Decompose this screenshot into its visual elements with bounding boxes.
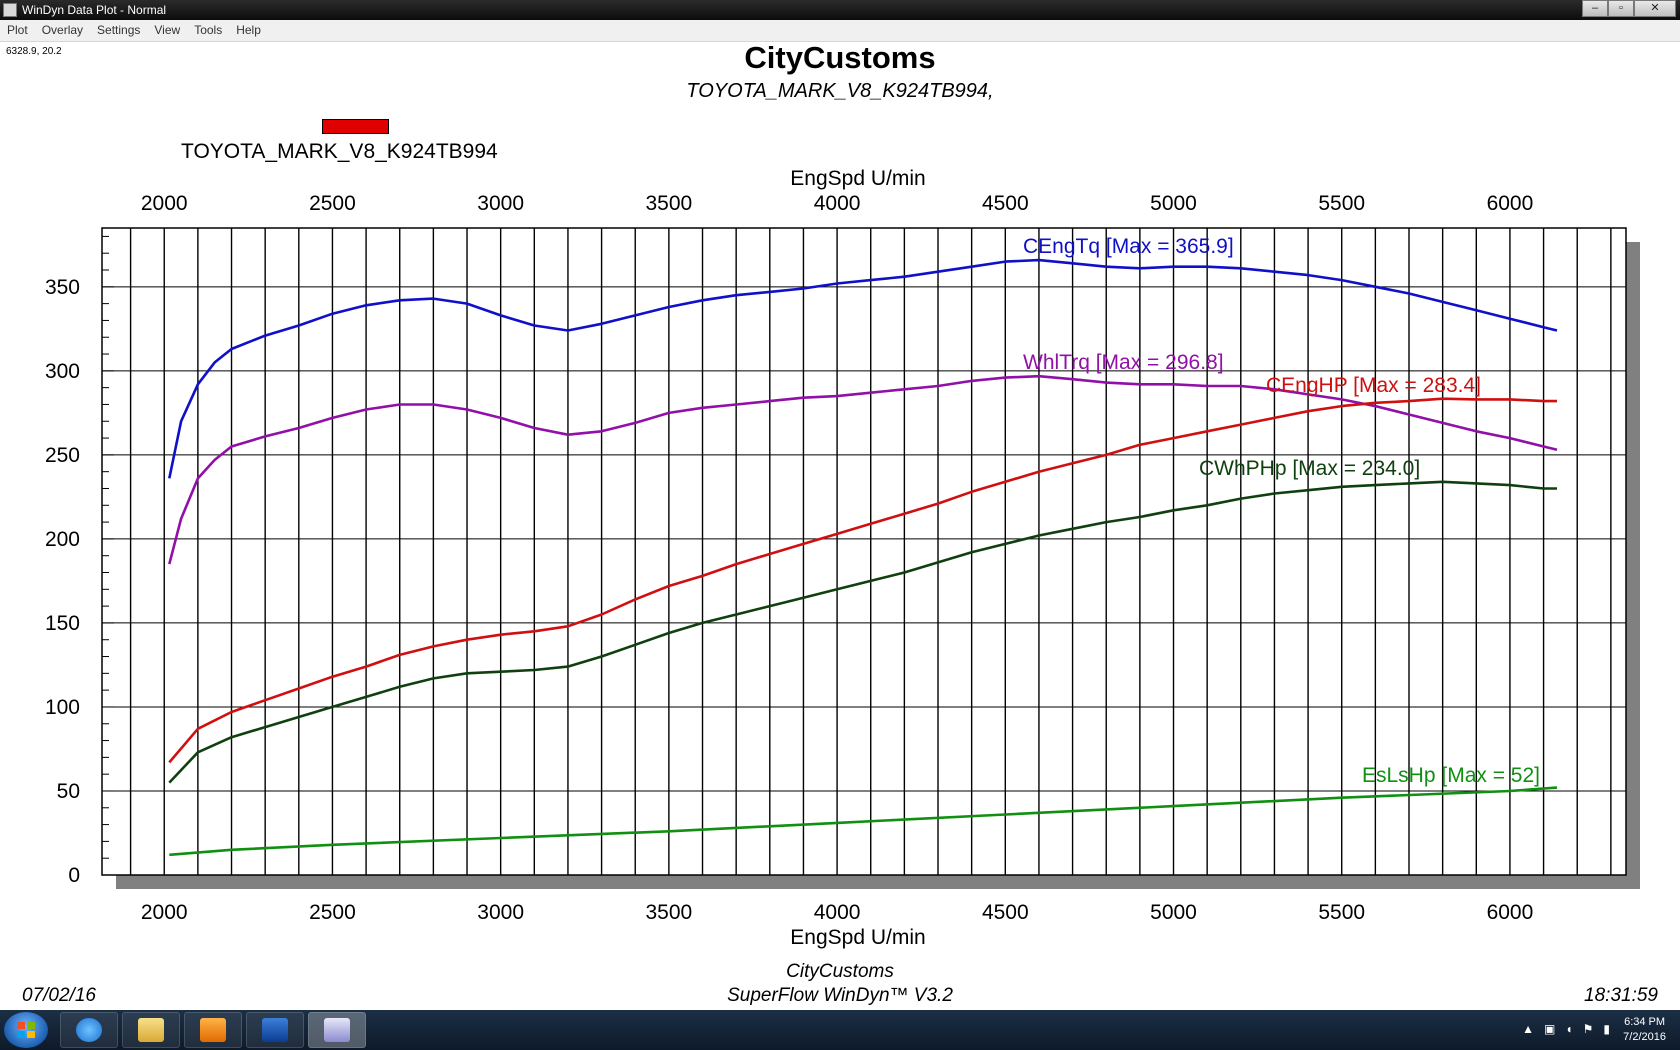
x-tick-label-top: 2000	[141, 192, 188, 215]
x-tick-label-top: 6000	[1487, 192, 1534, 215]
menu-tools[interactable]: Tools	[194, 23, 223, 37]
series-line	[168, 480, 1557, 784]
x-tick-label-top: 3000	[477, 192, 524, 215]
menu-overlay[interactable]: Overlay	[41, 23, 84, 37]
folder-icon	[138, 1018, 164, 1042]
x-tick-label-bottom: 4000	[814, 901, 861, 924]
media-player-icon	[200, 1018, 226, 1042]
x-tick-label-top: 5500	[1318, 192, 1365, 215]
tray-expand-icon[interactable]: ▲	[1522, 1022, 1535, 1036]
plot-subtitle: TOYOTA_MARK_V8_K924TB994,	[686, 80, 994, 102]
x-tick-label-bottom: 4500	[982, 901, 1029, 924]
footer-company: CityCustoms	[786, 961, 894, 982]
system-tray: ▲ ▣ ◖ ⚑ ▮	[1522, 1022, 1610, 1036]
y-tick-label: 150	[45, 612, 80, 635]
taskbar-ie[interactable]	[60, 1012, 118, 1048]
windyn-icon	[324, 1018, 350, 1042]
plot-title: CityCustoms	[744, 40, 936, 75]
minimize-button[interactable]: –	[1582, 0, 1608, 17]
x-tick-label-bottom: 2500	[309, 901, 356, 924]
volume-icon[interactable]: ◖	[1565, 1022, 1573, 1036]
x-axis-label: EngSpd U/min	[790, 926, 925, 949]
internet-explorer-icon	[76, 1018, 102, 1042]
superflow-icon	[262, 1018, 288, 1042]
menu-help[interactable]: Help	[236, 23, 261, 37]
network-icon[interactable]: ▣	[1544, 1022, 1556, 1036]
series-line	[168, 397, 1557, 764]
series-line	[169, 786, 1558, 857]
app-icon[interactable]	[3, 3, 17, 17]
dyno-chart[interactable]: 0 50 100 150 200 250 300 350 2000 2000 2500 2500 300…	[0, 0, 1680, 1010]
x-tick-label-bottom: 5000	[1150, 901, 1197, 924]
title-bar: WinDyn Data Plot - Normal – ▫ ✕	[0, 0, 1680, 20]
series-label: CEngHP [Max = 283.4]	[1266, 374, 1481, 397]
x-tick-label-top: 4500	[982, 192, 1029, 215]
y-tick-label: 350	[45, 276, 80, 299]
x-tick-label-top: 2500	[309, 192, 356, 215]
close-button[interactable]: ✕	[1634, 0, 1676, 17]
legend-swatch	[322, 119, 389, 134]
series-label: EsLsHp [Max = 52]	[1362, 764, 1540, 787]
cursor-readout: 6328.9, 20.2	[6, 46, 62, 57]
x-axis-label-top: EngSpd U/min	[790, 167, 925, 190]
series-label: CEngTq [Max = 365.9]	[1023, 235, 1234, 258]
x-tick-label-bottom: 3000	[477, 901, 524, 924]
series-label: CWhPHp [Max = 234.0]	[1199, 457, 1420, 480]
taskbar: ▲ ▣ ◖ ⚑ ▮ 6:34 PM 7/2/2016	[0, 1010, 1680, 1050]
taskbar-explorer[interactable]	[122, 1012, 180, 1048]
taskbar-superflow[interactable]	[246, 1012, 304, 1048]
taskbar-clock[interactable]: 6:34 PM 7/2/2016	[1623, 1015, 1666, 1045]
x-tick-label-bottom: 3500	[646, 901, 693, 924]
series-line	[168, 374, 1558, 565]
y-tick-label: 100	[45, 696, 80, 719]
clock-date: 7/2/2016	[1623, 1031, 1666, 1043]
window-controls: – ▫ ✕	[1582, 0, 1676, 18]
taskbar-windyn[interactable]	[308, 1012, 366, 1048]
x-tick-label-top: 4000	[814, 192, 861, 215]
legend-label: TOYOTA_MARK_V8_K924TB994	[181, 140, 498, 163]
x-tick-label-bottom: 2000	[141, 901, 188, 924]
y-tick-label: 300	[45, 360, 80, 383]
start-button[interactable]	[4, 1012, 48, 1048]
y-tick-label: 50	[57, 780, 80, 803]
footer-time: 18:31:59	[1584, 985, 1658, 1006]
x-tick-label-top: 5000	[1150, 192, 1197, 215]
menu-settings[interactable]: Settings	[97, 23, 141, 37]
series-line	[168, 258, 1558, 479]
maximize-button[interactable]: ▫	[1608, 0, 1634, 17]
menu-view[interactable]: View	[154, 23, 181, 37]
window-title: WinDyn Data Plot - Normal	[22, 3, 167, 17]
y-tick-label: 250	[45, 444, 80, 467]
menu-bar: Plot Overlay Settings View Tools Help	[0, 20, 1680, 42]
y-tick-label: 0	[68, 864, 80, 887]
power-icon[interactable]: ▮	[1603, 1022, 1610, 1036]
menu-plot[interactable]: Plot	[7, 23, 28, 37]
footer-software: SuperFlow WinDyn™ V3.2	[727, 985, 953, 1006]
x-tick-label-bottom: 6000	[1487, 901, 1534, 924]
windows-logo-icon	[17, 1022, 35, 1038]
plot-area	[101, 227, 1627, 876]
footer-date: 07/02/16	[22, 985, 96, 1006]
x-tick-label-bottom: 5500	[1318, 901, 1365, 924]
flag-icon[interactable]: ⚑	[1582, 1022, 1594, 1036]
x-tick-label-top: 3500	[646, 192, 693, 215]
clock-time: 6:34 PM	[1624, 1016, 1666, 1028]
taskbar-media[interactable]	[184, 1012, 242, 1048]
y-tick-label: 200	[45, 528, 80, 551]
series-label: WhlTrq [Max = 296.8]	[1023, 351, 1224, 374]
